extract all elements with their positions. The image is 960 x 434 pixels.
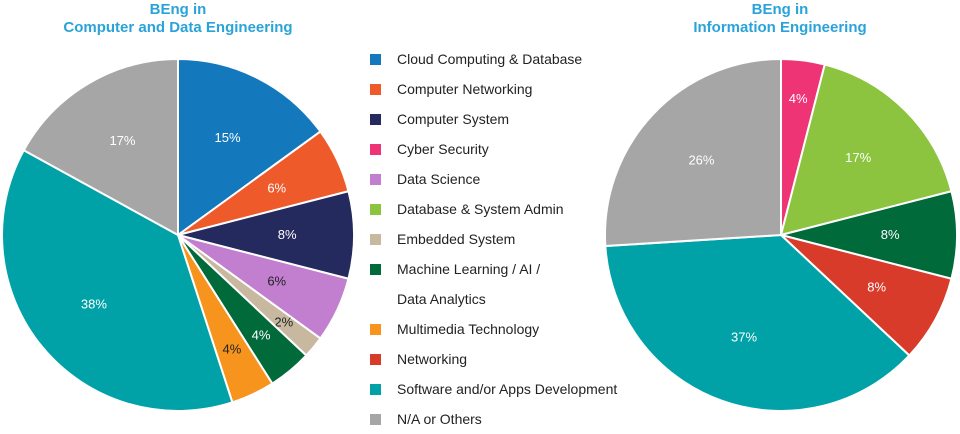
- legend-item: Database & System Admin: [370, 194, 610, 224]
- pie-slice: [177, 57, 322, 237]
- legend-swatch: [370, 143, 381, 155]
- legend-item: Networking: [370, 344, 610, 374]
- legend-item: Cloud Computing & Database: [370, 44, 610, 74]
- legend-label: Embedded System: [397, 231, 516, 247]
- legend-label: Cyber Security: [397, 141, 489, 157]
- legend-label: N/A or Others: [397, 411, 482, 427]
- legend-label: Data Analytics: [397, 291, 486, 307]
- legend-item: N/A or Others: [370, 404, 610, 434]
- right-chart-title-line-2: Information Engineering: [693, 19, 867, 36]
- slice-label: 26%: [688, 152, 714, 167]
- pie-slice: [1, 148, 234, 412]
- legend-swatch: [370, 413, 381, 425]
- legend-label: Networking: [397, 351, 468, 367]
- left-chart-title-line-2: Computer and Data Engineering: [63, 19, 293, 36]
- legend-swatch: [370, 233, 381, 245]
- slice-label: 8%: [278, 227, 297, 242]
- legend-label: Data Science: [397, 171, 481, 187]
- legend-item: Computer Networking: [370, 74, 610, 104]
- legend-label: Multimedia Technology: [397, 321, 540, 337]
- slice-label: 6%: [267, 273, 286, 288]
- slice-label: 37%: [731, 330, 757, 345]
- legend-item: Software and/or Apps Development: [370, 374, 617, 404]
- legend: Cloud Computing & Database Computer Netwo…: [370, 44, 617, 434]
- slice-label: 8%: [881, 227, 900, 242]
- slice-label: 4%: [252, 327, 271, 342]
- pie-slice: [780, 190, 958, 280]
- legend-swatch: [370, 323, 381, 335]
- legend-label: Computer Networking: [397, 81, 533, 97]
- slice-label: 15%: [215, 130, 241, 145]
- legend-item: Machine Learning / AI /: [370, 254, 610, 284]
- pie-slice: [779, 63, 953, 237]
- right-chart-title-line-1: BEng in: [751, 1, 809, 18]
- legend-swatch: [370, 83, 381, 95]
- legend-swatch: [370, 173, 381, 185]
- legend-item: Computer System: [370, 104, 610, 134]
- slice-label: 38%: [81, 297, 107, 312]
- legend-label: Computer System: [397, 111, 510, 127]
- legend-item: Embedded System: [370, 224, 610, 254]
- slice-label: 17%: [845, 150, 871, 165]
- legend-item: Multimedia Technology: [370, 314, 610, 344]
- slice-label: 4%: [789, 91, 808, 106]
- pie-slice: [780, 234, 953, 357]
- legend-swatch: [370, 113, 381, 125]
- pie-slice: [177, 190, 355, 280]
- legend-label: Database & System Admin: [397, 201, 564, 217]
- slice-label: 8%: [867, 280, 886, 295]
- legend-swatch: [370, 263, 381, 275]
- legend-swatch: [370, 53, 381, 65]
- right-chart-title: BEng in Information Engineering: [600, 1, 960, 37]
- pie-slice: [604, 233, 911, 412]
- slice-label: 6%: [267, 181, 286, 196]
- slice-label: 17%: [109, 133, 135, 148]
- legend-swatch: [370, 383, 381, 395]
- slice-label: 2%: [274, 315, 293, 330]
- legend-swatch: [370, 353, 381, 365]
- legend-item: Data Science: [370, 164, 610, 194]
- legend-label: Software and/or Apps Development: [397, 381, 618, 397]
- left-chart-title: BEng in Computer and Data Engineering: [0, 1, 356, 37]
- slice-label: 4%: [223, 342, 242, 357]
- legend-label: Cloud Computing & Database: [397, 51, 583, 67]
- legend-label: Machine Learning / AI /: [397, 261, 541, 277]
- left-chart-title-line-1: BEng in: [149, 1, 207, 18]
- legend-swatch: [370, 203, 381, 215]
- legend-item: Data Analytics: [370, 284, 610, 314]
- pie-slice: [22, 57, 179, 237]
- legend-item: Cyber Security: [370, 134, 610, 164]
- pie-slice: [604, 57, 782, 248]
